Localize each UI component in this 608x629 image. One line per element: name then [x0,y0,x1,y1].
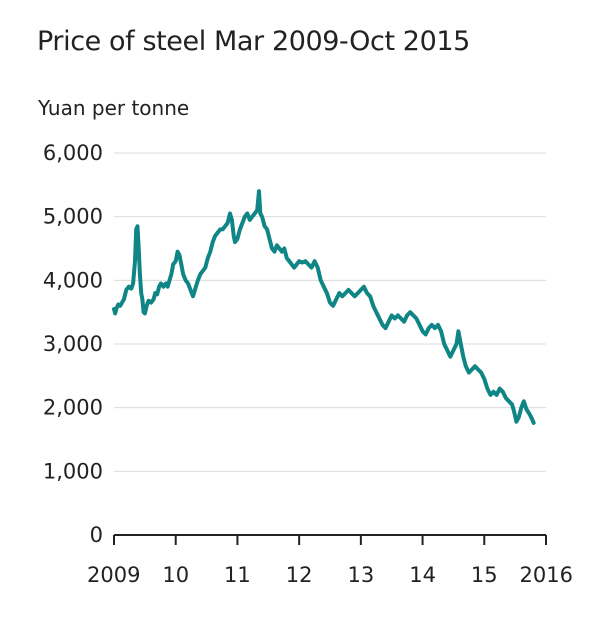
x-tick-label-3: 12 [286,563,313,587]
x-tick-label-5: 14 [409,563,436,587]
y-tick-label-6: 6,000 [43,141,103,165]
x-tick-label-2: 11 [224,563,251,587]
gridlines [114,152,546,472]
y-tick-label-2: 2,000 [43,396,103,420]
y-tick-label-3: 3,000 [43,332,103,356]
x-tick-label-6: 15 [471,563,498,587]
x-tick-label-4: 13 [347,563,374,587]
y-tick-labels: 0 1,000 2,000 3,000 4,000 5,000 6,000 [43,141,103,547]
series-layer [112,189,536,425]
y-tick-label-1: 1,000 [43,459,103,483]
x-tick-label-0: 2009 [87,563,140,587]
chart-title: Price of steel Mar 2009-Oct 2015 [37,26,470,57]
x-tick-label-1: 10 [162,563,189,587]
series-line-0 [112,189,536,425]
y-axis-label: Yuan per tonne [38,96,190,120]
y-tick-label-4: 4,000 [43,268,103,292]
x-tick-label-7: 2016 [520,563,573,587]
x-axis: 2009 10 11 12 13 14 15 2016 [87,534,573,587]
y-tick-label-5: 5,000 [43,205,103,229]
y-tick-label-0: 0 [90,523,103,547]
